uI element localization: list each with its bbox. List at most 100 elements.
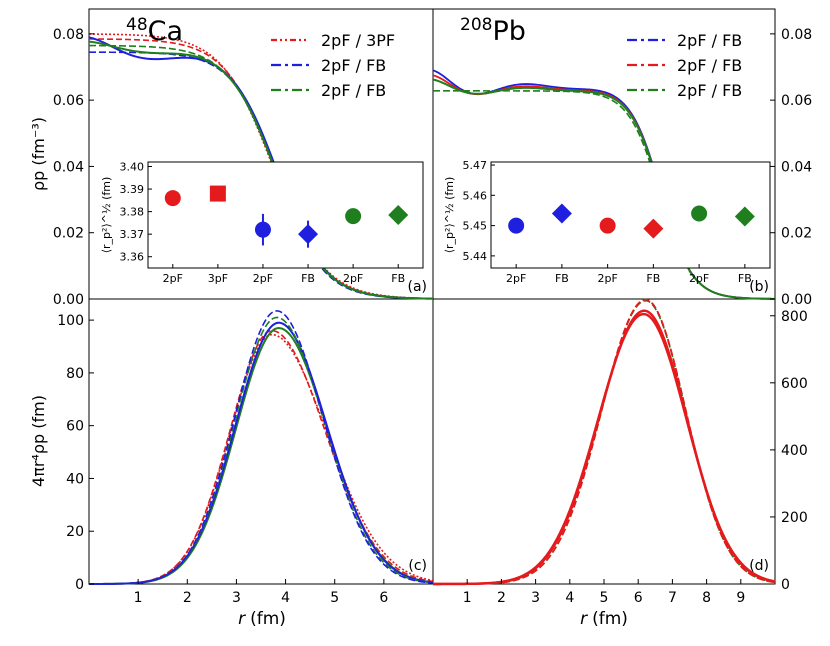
inset-marker-b-2 (599, 217, 616, 234)
nucleus-label-ca: 48Ca (126, 15, 183, 47)
inset-y-tick-label-a: 3.37 (120, 228, 145, 241)
panel-b: 0.00 0.02 0.04 0.06 0.08 2pF / FB 2pF / FB 2pF … (432, 27, 812, 308)
series-line-d-2 (433, 309, 776, 586)
y-tick-label-d: 600 (781, 376, 808, 392)
inset-y-tick-label-b: 5.45 (463, 220, 488, 233)
legend-label-a: 2pF / 3PF (321, 31, 395, 50)
y-tick-label-a: 0.02 (53, 226, 84, 242)
pb-mass-number: 208 (460, 15, 492, 35)
inset-marker-b-1 (551, 203, 572, 224)
inset-marker-b-5 (734, 206, 755, 227)
series-line-c-5 (88, 310, 434, 585)
x-axis-title-left: r (fm) (238, 609, 286, 629)
x-tick-label-d: 9 (736, 590, 745, 606)
y-tick-label-b: 0.08 (781, 27, 812, 43)
inset-marker-b-3 (643, 218, 664, 239)
y-tick-label-b: 0.04 (781, 159, 812, 175)
x-tick-label-c: 1 (134, 590, 143, 606)
inset-marker-a-0 (164, 190, 181, 207)
panel-d: 0 200 400 600 800 1 2 3 4 5 6 7 8 9(d) (433, 298, 808, 606)
inset-y-tick-label-a: 3.36 (120, 251, 145, 264)
inset-marker-a-3 (298, 224, 319, 245)
series-line-c-4 (88, 316, 434, 585)
panel-label-d: (d) (749, 558, 769, 574)
x-tick-label-c: 3 (232, 590, 241, 606)
y-tick-label-b: 0.02 (781, 226, 812, 242)
inset-x-tick-label-b: 2pF (689, 272, 709, 285)
inset-marker-b-0 (508, 217, 525, 234)
x-tick-label-c: 6 (379, 590, 388, 606)
pb-symbol: Pb (492, 16, 525, 47)
y-tick-label-c: 40 (66, 471, 84, 487)
ca-symbol: Ca (148, 16, 183, 47)
series-line-b-2 (432, 78, 776, 300)
inset-x-tick-label-a: 2pF (343, 272, 363, 285)
inset-x-tick-label-b: FB (555, 272, 569, 285)
series-line-a-1 (88, 33, 434, 300)
inset-x-tick-label-a: FB (391, 272, 405, 285)
inset-y-label-a: ⟨r_p²⟩^½ (fm) (100, 177, 113, 254)
series-line-c-2 (88, 327, 434, 585)
series-line-b-3 (433, 90, 776, 300)
inset-frame-a (147, 161, 424, 269)
x-tick-label-d: 1 (463, 590, 472, 606)
inset-x-tick-label-a: 2pF (253, 272, 273, 285)
x-tick-label-d: 3 (531, 590, 540, 606)
inset-marker-a-2 (254, 221, 271, 238)
inset-y-tick-label-a: 3.40 (120, 161, 145, 174)
inset-x-tick-label-a: 2pF (163, 272, 183, 285)
legend-label-a: 2pF / FB (321, 56, 386, 75)
panel-label-c: (c) (408, 558, 427, 574)
y-tick-label-c: 100 (57, 313, 84, 329)
inset-marker-a-5 (388, 205, 409, 225)
inset-marker-b-4 (691, 205, 708, 222)
inset-x-tick-label-b: 2pF (506, 272, 526, 285)
x-axis-unit-left: (fm) (250, 609, 286, 629)
y-tick-label-d: 400 (781, 443, 808, 459)
legend-label-a: 2pF / FB (321, 81, 386, 100)
inset-marker-a-4 (345, 208, 362, 225)
legend-label-b: 2pF / FB (677, 81, 742, 100)
inset-marker-a-1 (209, 185, 226, 202)
x-axis-unit-right: (fm) (592, 609, 628, 629)
series-line-d-1 (433, 298, 776, 585)
inset-x-tick-label-b: 2pF (597, 272, 617, 285)
inset-x-tick-label-b: FB (738, 272, 752, 285)
y-tick-label-c: 20 (66, 524, 84, 540)
inset-y-label-b: ⟨r_p²⟩^½ (fm) (443, 177, 456, 254)
inset-frame-b (490, 161, 771, 269)
panel-c: 0 20 40 60 80 100 1 2 3 4 5 6 (c) (57, 310, 434, 606)
y-tick-label-d: 200 (781, 510, 808, 526)
y-tick-label-d: 0 (781, 577, 790, 593)
ca-mass-number: 48 (126, 15, 148, 35)
x-tick-label-d: 4 (565, 590, 574, 606)
y-axis-title-bottom: 4πr⁴ρp (fm) (29, 395, 48, 487)
y-tick-label-a: 0.04 (53, 159, 84, 175)
series-line-c-1 (89, 333, 434, 585)
y-tick-label-c: 80 (66, 366, 84, 382)
series-line-c-0 (89, 329, 434, 585)
y-axis-title-top: ρp (fm⁻³) (29, 117, 48, 191)
x-tick-label-d: 6 (634, 590, 643, 606)
inset-y-tick-label-a: 3.38 (120, 206, 145, 219)
y-tick-label-a: 0.06 (53, 93, 84, 109)
x-tick-label-c: 2 (183, 590, 192, 606)
x-axis-var-left: r (238, 609, 246, 629)
inset-x-tick-label-a: 3pF (208, 272, 228, 285)
y-tick-label-c: 60 (66, 419, 84, 435)
x-tick-label-d: 7 (668, 590, 677, 606)
x-tick-label-d: 2 (497, 590, 506, 606)
y-tick-label-b: 0.00 (781, 292, 812, 308)
panel-label-b: (b) (749, 279, 769, 295)
x-tick-label-d: 5 (600, 590, 609, 606)
nucleus-label-pb: 208Pb (460, 15, 526, 47)
x-tick-label-c: 5 (330, 590, 339, 606)
panel-label-a: (a) (407, 279, 427, 295)
legend-label-b: 2pF / FB (677, 56, 742, 75)
inset-x-tick-label-b: FB (646, 272, 660, 285)
y-tick-label-c: 0 (75, 577, 84, 593)
series-line-d-3 (433, 312, 776, 586)
x-axis-title-right: r (fm) (580, 609, 628, 629)
y-tick-label-a: 0.00 (53, 292, 84, 308)
